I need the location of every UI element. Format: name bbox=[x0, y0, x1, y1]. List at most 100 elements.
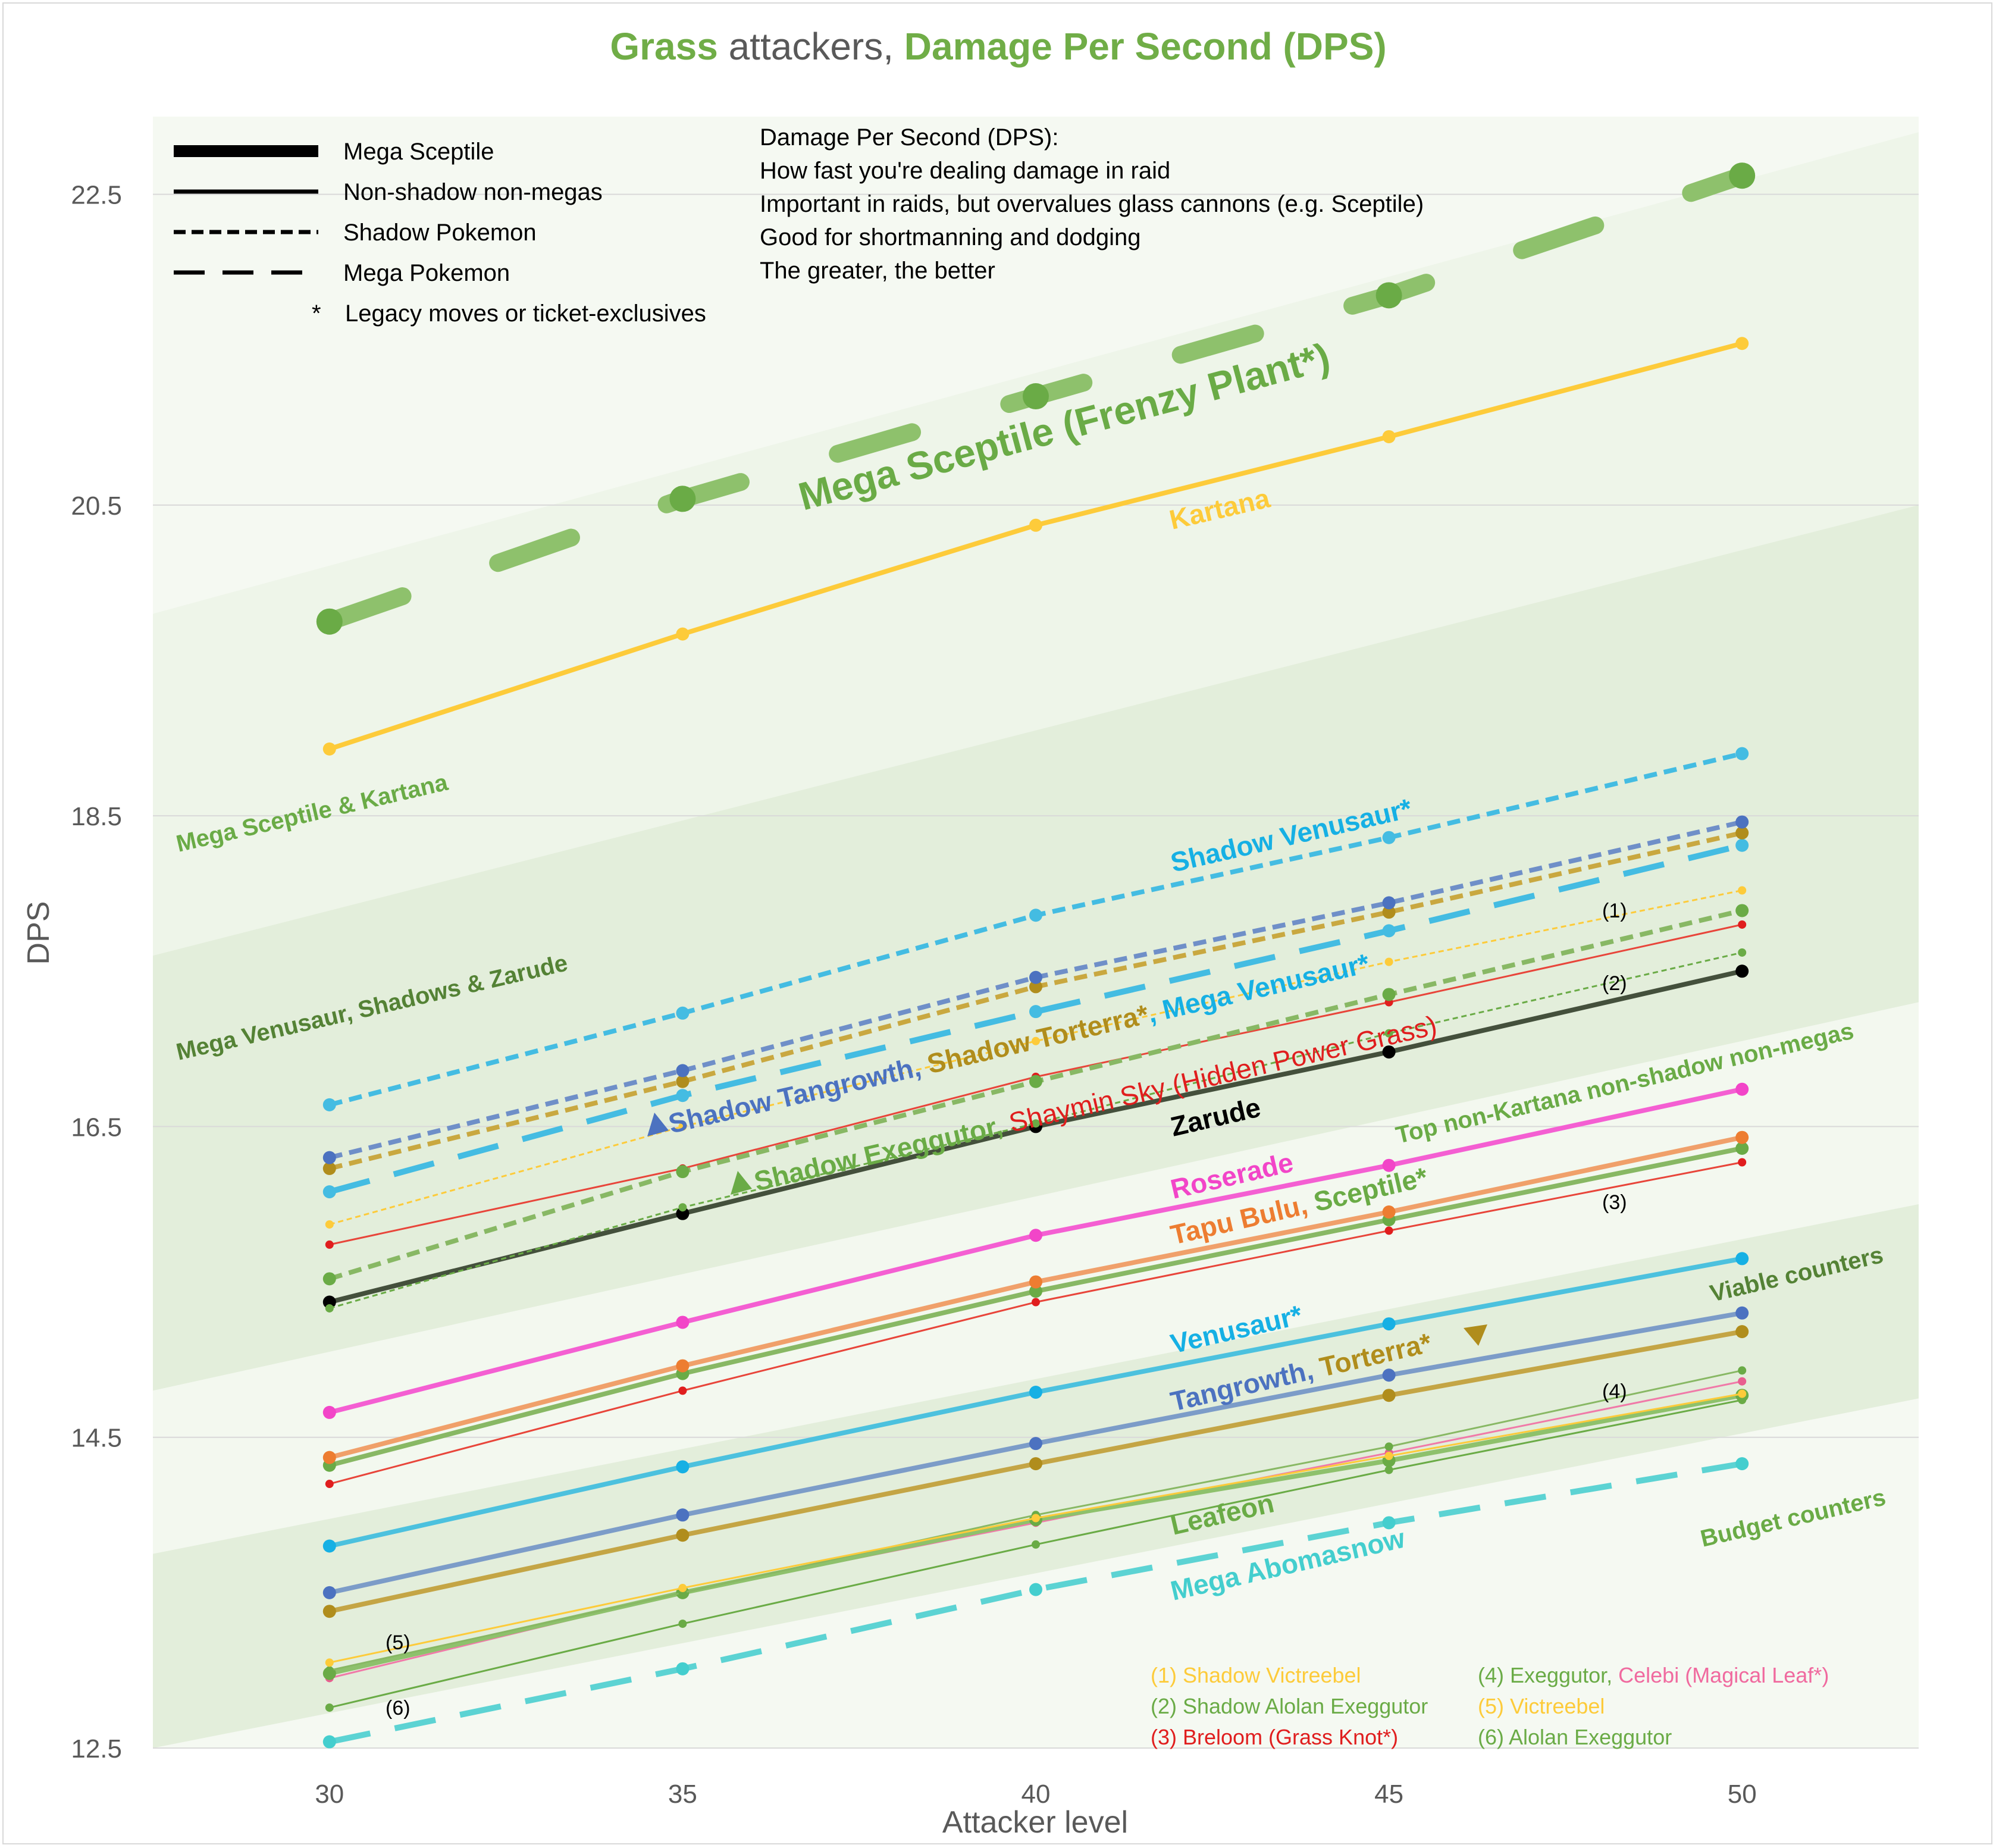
data-point bbox=[1032, 1036, 1040, 1045]
series-torterra bbox=[322, 1325, 1749, 1618]
data-point bbox=[676, 1165, 690, 1179]
data-point bbox=[1029, 1275, 1042, 1289]
data-point bbox=[676, 1359, 690, 1373]
data-point bbox=[322, 1295, 336, 1309]
data-point bbox=[1023, 383, 1049, 410]
data-point bbox=[676, 1075, 690, 1088]
x-axis-label: Attacker level bbox=[942, 1805, 1128, 1840]
data-point bbox=[1738, 1158, 1747, 1167]
y-tick-label: 14.5 bbox=[71, 1424, 122, 1453]
data-point bbox=[1384, 957, 1393, 966]
data-point bbox=[1382, 1516, 1396, 1530]
data-point bbox=[1032, 1119, 1040, 1128]
marker-6: (6) bbox=[386, 1697, 411, 1719]
footnote-part: (2) Shadow Alolan Exeggutor bbox=[1151, 1694, 1428, 1718]
data-point bbox=[676, 627, 690, 641]
footnote-4: (4) Exeggutor, Celebi (Magical Leaf*) bbox=[1478, 1663, 1829, 1687]
legend-label-legacy: Legacy moves or ticket-exclusives bbox=[345, 300, 706, 327]
data-point bbox=[1738, 920, 1747, 929]
data-point bbox=[1735, 1082, 1749, 1096]
legend-asterisk: * bbox=[312, 300, 321, 327]
data-point bbox=[1735, 747, 1749, 760]
info-line-2: How fast you're dealing damage in raid bbox=[760, 158, 1170, 184]
triangle-up-icon bbox=[731, 1171, 752, 1195]
data-point bbox=[1382, 924, 1396, 938]
data-point bbox=[1029, 1583, 1042, 1596]
data-point bbox=[1735, 964, 1749, 978]
data-point bbox=[676, 1315, 690, 1329]
x-tick-label: 30 bbox=[315, 1780, 344, 1809]
data-point bbox=[1029, 1457, 1042, 1471]
data-point bbox=[1729, 162, 1756, 189]
data-point bbox=[676, 1528, 690, 1542]
data-point bbox=[669, 486, 696, 512]
data-point bbox=[1738, 1377, 1747, 1386]
x-tick-label: 45 bbox=[1374, 1780, 1403, 1809]
data-point bbox=[322, 1605, 336, 1618]
data-point bbox=[322, 742, 336, 756]
data-point bbox=[1382, 1045, 1396, 1059]
series-mega-abomasnow bbox=[322, 1457, 1749, 1749]
series-kartana bbox=[322, 337, 1749, 756]
series-group bbox=[316, 162, 1756, 1749]
footnote-5: (5) Victreebel bbox=[1478, 1694, 1605, 1718]
data-point bbox=[1029, 518, 1042, 532]
data-point bbox=[1382, 430, 1396, 443]
band-2 bbox=[153, 505, 1919, 1391]
data-point bbox=[676, 1460, 690, 1474]
data-point bbox=[1382, 1389, 1396, 1402]
marker-5: (5) bbox=[386, 1631, 411, 1654]
data-point bbox=[1032, 1540, 1040, 1549]
data-point bbox=[1735, 1325, 1749, 1339]
data-point bbox=[1029, 1385, 1042, 1399]
legend-label-mega-sceptile: Mega Sceptile bbox=[343, 139, 494, 165]
data-point bbox=[1735, 838, 1749, 852]
legend-label-solid: Non-shadow non-megas bbox=[343, 179, 603, 205]
band-1 bbox=[153, 132, 1919, 956]
series-mega-venusaur bbox=[322, 838, 1749, 1199]
footnote-part: Celebi (Magical Leaf*) bbox=[1618, 1663, 1829, 1687]
series-shadow-tangrowth bbox=[322, 815, 1749, 1164]
data-point bbox=[1382, 1317, 1396, 1331]
data-point bbox=[322, 1272, 336, 1286]
triangle-up-icon bbox=[647, 1113, 669, 1136]
data-point bbox=[1735, 1130, 1749, 1144]
data-point bbox=[1382, 988, 1396, 1001]
data-point bbox=[1735, 815, 1749, 829]
info-line-3: Important in raids, but overvalues glass… bbox=[760, 191, 1424, 217]
data-point bbox=[1735, 1141, 1749, 1155]
footnote-2: (2) Shadow Alolan Exeggutor bbox=[1151, 1694, 1428, 1718]
legend: Mega Sceptile Non-shadow non-megas Shado… bbox=[174, 139, 706, 327]
series-mega-sceptile-frenzy-plant bbox=[316, 162, 1756, 635]
data-point bbox=[1735, 1457, 1749, 1471]
tick-labels: 12.5 14.5 16.5 18.5 20.5 22.5 30 35 40 45 50 bbox=[71, 181, 1756, 1809]
numbered-markers: (1) (2) (3) (4) (5) (6) bbox=[386, 900, 1627, 1719]
footnote-part: (6) Alolan Exeggutor bbox=[1478, 1725, 1672, 1749]
data-point bbox=[1029, 909, 1042, 922]
footnote-part: (3) Breloom (Grass Knot*) bbox=[1151, 1725, 1398, 1749]
data-point bbox=[322, 1451, 336, 1464]
series-shadow-alolan-exeggutor bbox=[325, 948, 1747, 1313]
data-point bbox=[325, 1240, 334, 1249]
series-shadow-exeggutor bbox=[322, 904, 1749, 1286]
title-part-dps: Damage Per Second (DPS) bbox=[904, 25, 1387, 68]
data-point bbox=[678, 1203, 687, 1212]
marker-2: (2) bbox=[1602, 972, 1627, 995]
series-tangrowth bbox=[322, 1306, 1749, 1599]
series-line bbox=[328, 842, 1743, 1195]
footnote-part: (4) Exeggutor, bbox=[1478, 1663, 1618, 1687]
series-line bbox=[329, 889, 1743, 1226]
data-point bbox=[1384, 1452, 1393, 1461]
data-point bbox=[1738, 1389, 1747, 1398]
data-point bbox=[678, 1620, 687, 1628]
data-point bbox=[322, 1098, 336, 1111]
data-point bbox=[676, 1064, 690, 1078]
series-shadow-torterra bbox=[322, 826, 1749, 1175]
x-tick-label: 35 bbox=[668, 1780, 697, 1809]
data-point bbox=[1735, 826, 1749, 840]
data-point bbox=[1382, 1205, 1396, 1219]
data-point bbox=[325, 1703, 334, 1712]
y-tick-label: 20.5 bbox=[71, 491, 122, 521]
data-point bbox=[325, 1304, 334, 1313]
